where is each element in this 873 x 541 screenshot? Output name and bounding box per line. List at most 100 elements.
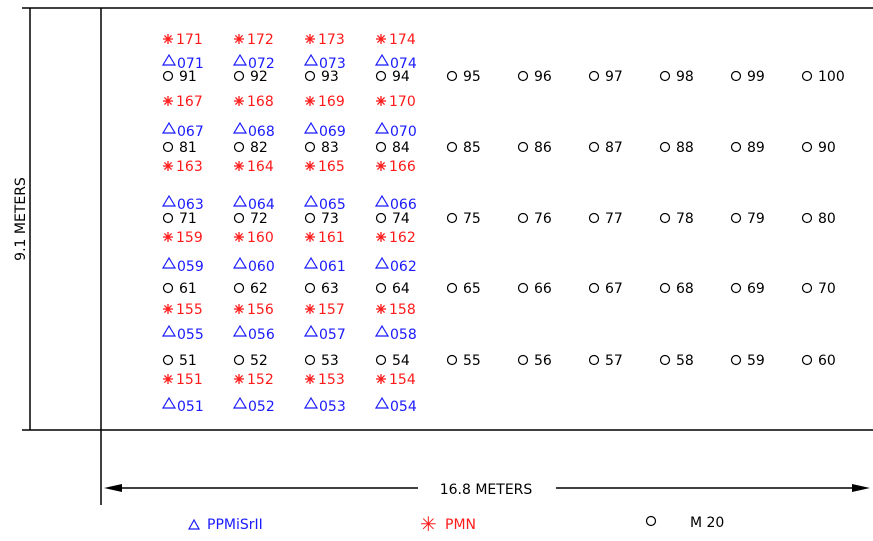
circle-label: 73 (321, 211, 339, 227)
triangle-icon (161, 53, 177, 66)
circle-icon (233, 141, 245, 153)
circle-label: 66 (534, 281, 552, 297)
circle-marker: 76 (517, 211, 552, 227)
circle-icon (730, 212, 742, 224)
triangle-icon (161, 324, 177, 337)
circle-marker: 72 (233, 211, 268, 227)
circle-marker: 65 (446, 281, 481, 297)
asterisk-icon (163, 34, 173, 44)
triangle-marker: 074 (374, 53, 417, 72)
circle-marker: 94 (375, 69, 410, 85)
asterisk-marker: 167 (163, 94, 203, 110)
triangle-marker: 058 (374, 324, 417, 343)
asterisk-label: 167 (176, 94, 203, 110)
asterisk-marker: 161 (305, 230, 345, 246)
asterisk-icon (234, 232, 244, 242)
circle-icon (588, 212, 600, 224)
circle-marker: 53 (304, 353, 339, 369)
asterisk-icon (163, 161, 173, 171)
asterisk-marker: 168 (234, 94, 274, 110)
circle-marker: 52 (233, 353, 268, 369)
circle-label: 58 (676, 353, 694, 369)
arrow-left (104, 484, 122, 492)
circle-marker: 60 (801, 353, 836, 369)
circle-marker: 71 (162, 211, 197, 227)
asterisk-icon (234, 304, 244, 314)
triangle-label: 066 (390, 197, 417, 213)
circle-marker: 61 (162, 281, 197, 297)
triangle-icon (303, 396, 319, 409)
circle-label: 92 (250, 69, 268, 85)
circle-label: 54 (392, 353, 410, 369)
asterisk-label: 159 (176, 230, 203, 246)
triangle-marker: 062 (374, 256, 417, 275)
asterisk-label: 174 (389, 32, 416, 48)
circle-label: 98 (676, 69, 694, 85)
triangle-icon (374, 256, 390, 269)
triangle-marker: 053 (303, 396, 346, 415)
asterisk-icon (305, 374, 315, 384)
asterisk-icon (234, 96, 244, 106)
triangle-label: 065 (319, 197, 346, 213)
asterisk-label: 154 (389, 372, 416, 388)
circle-icon (304, 212, 316, 224)
circle-label: 78 (676, 211, 694, 227)
triangle-icon (232, 194, 248, 207)
circle-marker: 54 (375, 353, 410, 369)
circle-icon (162, 141, 174, 153)
asterisk-icon (376, 374, 386, 384)
triangle-marker: 061 (303, 256, 346, 275)
asterisk-icon (376, 161, 386, 171)
circle-marker: 75 (446, 211, 481, 227)
legend-item-asterisk: ✳ PMN (420, 512, 476, 536)
triangle-icon (161, 121, 177, 134)
circle-marker: 62 (233, 281, 268, 297)
asterisk-icon (305, 96, 315, 106)
circle-marker: 88 (659, 140, 694, 156)
circle-label: 59 (747, 353, 765, 369)
circle-icon (517, 354, 529, 366)
asterisk-marker: 154 (376, 372, 416, 388)
circle-label: 71 (179, 211, 197, 227)
asterisk-label: 170 (389, 94, 416, 110)
circle-icon (375, 70, 387, 82)
circle-marker: 66 (517, 281, 552, 297)
circle-icon (375, 141, 387, 153)
circle-marker: 97 (588, 69, 623, 85)
circle-marker: 99 (730, 69, 765, 85)
circle-label: 88 (676, 140, 694, 156)
triangle-marker: 072 (232, 53, 275, 72)
legend-item-triangle: PPMiSrII (187, 517, 263, 533)
triangle-icon (303, 121, 319, 134)
triangle-marker: 064 (232, 194, 275, 213)
triangle-label: 073 (319, 56, 346, 72)
circle-label: 75 (463, 211, 481, 227)
circle-label: 95 (463, 69, 481, 85)
circle-icon (304, 354, 316, 366)
triangle-label: 058 (390, 327, 417, 343)
circle-label: 81 (179, 140, 197, 156)
asterisk-marker: 152 (234, 372, 274, 388)
triangle-label: 052 (248, 399, 275, 415)
circle-label: 93 (321, 69, 339, 85)
circle-icon (517, 141, 529, 153)
circle-icon (446, 141, 458, 153)
triangle-marker: 069 (303, 121, 346, 140)
circle-marker: 91 (162, 69, 197, 85)
circle-icon (517, 282, 529, 294)
asterisk-marker: 157 (305, 302, 345, 318)
circle-label: 86 (534, 140, 552, 156)
asterisk-marker: 169 (305, 94, 345, 110)
circle-icon (375, 282, 387, 294)
asterisk-label: 151 (176, 372, 203, 388)
circle-label: 89 (747, 140, 765, 156)
circle-icon (730, 282, 742, 294)
circle-label: 68 (676, 281, 694, 297)
asterisk-marker: 163 (163, 159, 203, 175)
triangle-label: 057 (319, 327, 346, 343)
circle-marker: 90 (801, 140, 836, 156)
circle-marker: 79 (730, 211, 765, 227)
circle-label: 56 (534, 353, 552, 369)
asterisk-marker: 174 (376, 32, 416, 48)
circle-marker: 55 (446, 353, 481, 369)
